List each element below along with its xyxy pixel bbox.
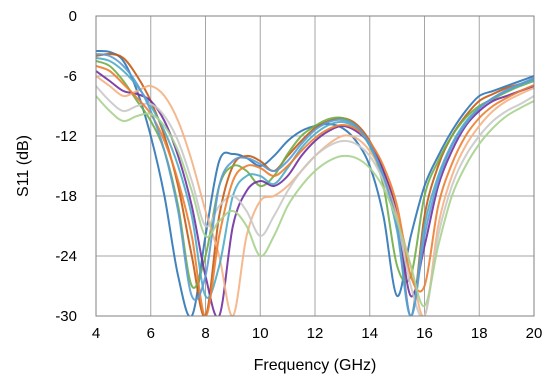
y-tick-label: -24 bbox=[55, 248, 77, 265]
y-axis-title: S11 (dB) bbox=[15, 135, 32, 197]
s11-curve bbox=[96, 65, 534, 316]
x-tick-label: 10 bbox=[252, 325, 269, 342]
x-tick-label: 4 bbox=[92, 325, 100, 342]
x-tick-label: 16 bbox=[416, 325, 433, 342]
plot-frame bbox=[95, 15, 535, 317]
y-tick-label: 0 bbox=[69, 8, 77, 25]
s11-curve bbox=[96, 53, 534, 316]
grid bbox=[96, 15, 534, 317]
s11-curve bbox=[96, 57, 534, 316]
curves bbox=[96, 49, 534, 316]
x-tick-label: 12 bbox=[307, 325, 324, 342]
y-tick-labels: 0 -6 -12 -18 -24 -30 bbox=[55, 8, 77, 325]
x-tick-label: 6 bbox=[147, 325, 155, 342]
y-tick-label: -30 bbox=[55, 308, 77, 325]
s11-curve bbox=[96, 95, 534, 308]
x-axis-title: Frequency (GHz) bbox=[254, 357, 377, 374]
y-tick-label: -6 bbox=[64, 68, 77, 85]
y-tick-label: -12 bbox=[55, 128, 77, 145]
x-tick-labels: 4 6 8 10 12 14 16 18 20 bbox=[92, 325, 543, 342]
x-tick-label: 20 bbox=[526, 325, 543, 342]
x-tick-label: 18 bbox=[471, 325, 488, 342]
y-tick-label: -18 bbox=[55, 188, 77, 205]
s11-curve bbox=[96, 85, 534, 316]
x-tick-label: 14 bbox=[361, 325, 378, 342]
x-tick-label: 8 bbox=[201, 325, 209, 342]
